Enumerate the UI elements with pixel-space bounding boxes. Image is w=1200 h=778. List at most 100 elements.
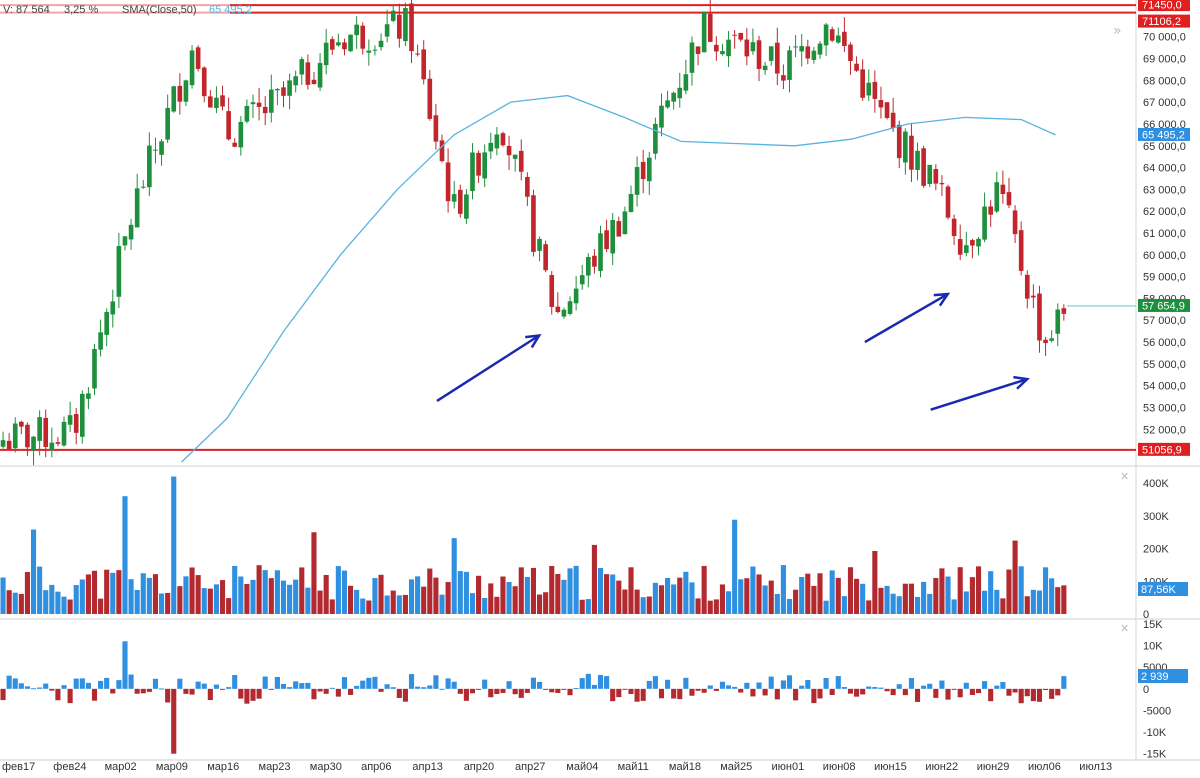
volume-bar bbox=[628, 567, 634, 614]
candle-body bbox=[860, 69, 865, 98]
candle-body bbox=[976, 238, 981, 247]
oscillator-bar bbox=[988, 688, 994, 702]
candle-body bbox=[512, 154, 518, 159]
oscillator-chip-bg bbox=[1138, 669, 1188, 683]
candle-body bbox=[323, 42, 329, 66]
oscillator-bar bbox=[738, 688, 744, 693]
volume-bar bbox=[524, 576, 530, 614]
oscillator-bar bbox=[183, 688, 189, 694]
volume-bar bbox=[780, 565, 786, 614]
volume-bar bbox=[725, 591, 732, 614]
volume-bar bbox=[744, 578, 750, 614]
oscillator-bar bbox=[713, 688, 719, 691]
oscillator-bar bbox=[774, 688, 780, 700]
candle-body bbox=[1055, 309, 1061, 334]
volume-bar bbox=[994, 589, 1000, 614]
volume-bar bbox=[183, 576, 189, 614]
candle-body bbox=[256, 102, 262, 107]
volume-bar bbox=[360, 598, 366, 614]
volume-bar bbox=[561, 579, 567, 614]
volume-bar bbox=[841, 596, 847, 614]
close-volume-panel-icon[interactable]: ✕ bbox=[1120, 470, 1129, 483]
volume-bar bbox=[707, 600, 713, 614]
time-tick-label: июн22 bbox=[925, 761, 958, 773]
expand-chevrons-icon[interactable]: » bbox=[1113, 23, 1122, 39]
oscillator-bar bbox=[1049, 688, 1055, 699]
volume-bar bbox=[30, 529, 37, 614]
candle-body bbox=[1031, 295, 1036, 298]
volume-bar bbox=[49, 584, 55, 614]
volume-bar bbox=[311, 532, 317, 614]
candle-body bbox=[555, 306, 561, 313]
candle-body bbox=[49, 442, 55, 451]
price-chips: 71450,0 71106,2 65 495,2 57 654,9 51056,9 bbox=[1138, 0, 1190, 456]
price-tick-label: 60 000,0 bbox=[1143, 250, 1186, 262]
volume-chip-label: 87,56K bbox=[1141, 584, 1177, 596]
volume-bar bbox=[104, 569, 110, 614]
volume-bar bbox=[793, 589, 799, 614]
volume-bar bbox=[805, 573, 811, 614]
price-chip-label: 51056,9 bbox=[1142, 444, 1182, 456]
candle-body bbox=[720, 51, 725, 55]
time-tick-label: май11 bbox=[618, 761, 649, 773]
candle-body bbox=[92, 348, 97, 389]
candle-body bbox=[208, 96, 213, 108]
time-tick-label: июл06 bbox=[1028, 761, 1061, 773]
volume-bar bbox=[902, 583, 908, 614]
candle-body bbox=[403, 8, 408, 42]
volume-bar bbox=[128, 579, 134, 614]
candle-body bbox=[195, 47, 201, 69]
volume-bar bbox=[165, 592, 171, 614]
candle-body bbox=[805, 46, 811, 59]
volume-bar bbox=[354, 589, 360, 614]
volume-bar bbox=[1043, 567, 1049, 614]
candle-body bbox=[488, 142, 494, 152]
oscillator-bar bbox=[524, 688, 530, 693]
price-chip-label: 57 654,9 bbox=[1142, 300, 1185, 312]
volume-bar bbox=[872, 551, 878, 614]
volume-bar bbox=[549, 565, 555, 614]
candle-body bbox=[281, 87, 286, 96]
time-tick-label: май18 bbox=[669, 761, 701, 773]
oscillator-bar bbox=[622, 688, 628, 690]
volume-bar bbox=[866, 600, 872, 614]
volume-bar bbox=[665, 577, 671, 614]
volume-bar bbox=[402, 594, 408, 614]
oscillator-bar bbox=[689, 688, 695, 696]
close-oscillator-panel-icon[interactable]: ✕ bbox=[1120, 622, 1129, 635]
volume-bar bbox=[140, 573, 146, 614]
volume-bar bbox=[610, 574, 616, 614]
volume-bar bbox=[908, 583, 914, 614]
oscillator-bar bbox=[110, 688, 116, 694]
candle-body bbox=[1006, 192, 1012, 206]
volume-bar bbox=[226, 598, 232, 614]
time-axis[interactable]: фев17 фев24 мар02 мар09 мар16 мар23 мар30 апр06… bbox=[2, 761, 1112, 773]
candle-body bbox=[329, 39, 335, 50]
oscillator-bar bbox=[1000, 682, 1006, 689]
volume-bar bbox=[158, 593, 165, 614]
oscillator-current-chip: 2 939 bbox=[1138, 669, 1188, 683]
oscillator-bar bbox=[512, 688, 518, 695]
oscillator-bar bbox=[908, 678, 914, 689]
candle-body bbox=[159, 141, 164, 155]
volume-bar bbox=[317, 590, 323, 614]
volume-bar bbox=[677, 577, 683, 614]
volume-bar bbox=[738, 579, 744, 614]
volume-panel[interactable]: 0100K200K300K400K 87,56K bbox=[0, 476, 1188, 621]
candle-body bbox=[177, 85, 183, 102]
oscillator-bar bbox=[872, 687, 878, 689]
oscillator-bar bbox=[91, 688, 98, 701]
price-tick-label: 62 000,0 bbox=[1143, 206, 1186, 218]
oscillator-bar bbox=[171, 688, 177, 754]
oscillator-bar bbox=[360, 680, 366, 689]
candle-body bbox=[921, 148, 926, 186]
candle-body bbox=[366, 50, 372, 53]
volume-bar bbox=[463, 571, 469, 614]
oscillator-bar bbox=[116, 680, 122, 689]
volume-bar bbox=[884, 585, 890, 614]
oscillator-bar bbox=[823, 678, 829, 689]
candle-body bbox=[677, 87, 683, 99]
